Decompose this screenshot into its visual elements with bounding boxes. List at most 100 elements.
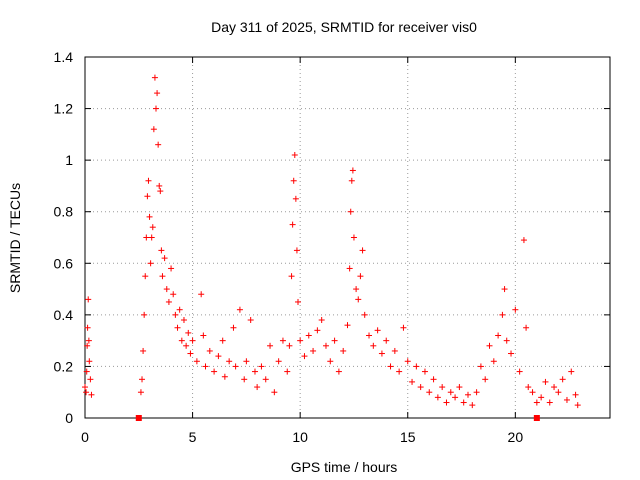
data-point	[568, 368, 575, 375]
data-point	[154, 90, 161, 97]
data-point	[187, 350, 194, 357]
data-point	[230, 324, 237, 331]
data-point	[172, 311, 179, 318]
data-point	[366, 332, 373, 339]
data-points	[82, 74, 581, 409]
data-point	[200, 332, 207, 339]
data-point	[211, 368, 218, 375]
data-point	[378, 350, 385, 357]
data-point	[86, 358, 93, 365]
y-tick-label: 0.6	[54, 255, 74, 271]
y-tick-label: 1.2	[54, 101, 74, 117]
data-point	[295, 298, 302, 305]
data-point	[413, 363, 420, 370]
data-point	[289, 221, 296, 228]
data-point	[146, 213, 153, 220]
data-point	[85, 296, 92, 303]
data-point	[400, 324, 407, 331]
data-point	[145, 177, 152, 184]
data-point	[168, 265, 175, 272]
data-point	[291, 151, 298, 158]
data-point	[176, 306, 183, 313]
data-point	[243, 358, 250, 365]
data-point	[574, 402, 581, 409]
marker-square	[533, 415, 540, 421]
data-point	[236, 306, 243, 313]
data-point	[529, 389, 536, 396]
data-point	[490, 358, 497, 365]
data-point	[156, 182, 163, 189]
data-point	[525, 384, 532, 391]
data-point	[340, 347, 347, 354]
data-point	[202, 363, 209, 370]
marker-square	[135, 415, 142, 421]
data-point	[460, 399, 467, 406]
data-point	[161, 255, 168, 262]
data-point	[361, 311, 368, 318]
data-point	[174, 324, 181, 331]
data-point	[297, 337, 304, 344]
data-point	[247, 317, 254, 324]
data-point	[142, 273, 149, 280]
data-point	[286, 342, 293, 349]
data-point	[275, 358, 282, 365]
data-point	[198, 291, 205, 298]
data-point	[456, 384, 463, 391]
data-point	[383, 337, 390, 344]
data-point	[158, 247, 165, 254]
data-point	[409, 378, 416, 385]
data-point	[165, 298, 172, 305]
data-point	[499, 311, 506, 318]
data-point	[271, 389, 278, 396]
data-point	[258, 363, 265, 370]
data-point	[84, 342, 91, 349]
data-point	[137, 389, 144, 396]
data-point	[396, 368, 403, 375]
data-point	[447, 389, 454, 396]
x-tick-label: 20	[508, 429, 524, 445]
data-point	[150, 126, 157, 133]
data-point	[551, 384, 558, 391]
y-tick-label: 1.4	[54, 49, 74, 65]
data-point	[469, 402, 476, 409]
data-point	[232, 363, 239, 370]
data-point	[546, 399, 553, 406]
data-point	[178, 337, 185, 344]
data-point	[434, 394, 441, 401]
data-point	[314, 327, 321, 334]
x-tick-label: 15	[400, 429, 416, 445]
data-point	[180, 317, 187, 324]
data-point	[374, 327, 381, 334]
marker-squares	[135, 415, 540, 421]
data-point	[387, 363, 394, 370]
y-tick-label: 0.8	[54, 204, 74, 220]
x-axis-label: GPS time / hours	[291, 459, 398, 475]
data-point	[538, 394, 545, 401]
axis-ticks	[84, 56, 610, 419]
grid	[85, 57, 610, 418]
data-point	[143, 234, 150, 241]
data-point	[185, 329, 192, 336]
data-point	[555, 389, 562, 396]
data-point	[430, 376, 437, 383]
data-point	[559, 376, 566, 383]
data-point	[347, 208, 354, 215]
y-tick-label: 1	[65, 152, 73, 168]
data-point	[85, 337, 92, 344]
data-point	[293, 247, 300, 254]
data-point	[284, 368, 291, 375]
data-point	[87, 376, 94, 383]
data-point	[206, 347, 213, 354]
data-point	[322, 342, 329, 349]
data-point	[84, 324, 91, 331]
y-tick-labels: 0 0.2 0.4 0.6 0.8 1 1.2 1.4	[54, 49, 74, 426]
data-point	[426, 389, 433, 396]
data-point	[83, 389, 90, 396]
data-point	[292, 195, 299, 202]
data-point	[348, 177, 355, 184]
data-point	[404, 358, 411, 365]
data-point	[221, 373, 228, 380]
data-point	[482, 376, 489, 383]
data-point	[193, 358, 200, 365]
